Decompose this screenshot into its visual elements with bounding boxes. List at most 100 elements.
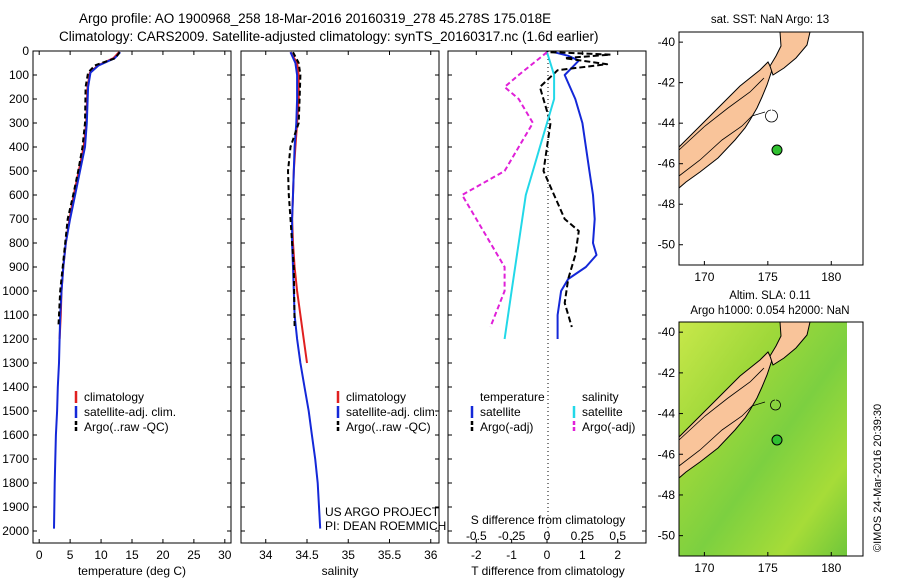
lat-tick-label: -42 bbox=[658, 366, 676, 380]
lat-tick-label: -44 bbox=[658, 407, 676, 421]
south-island-land bbox=[678, 351, 773, 480]
depth-tick-label: 1200 bbox=[2, 332, 29, 346]
shelf-contour bbox=[678, 77, 778, 177]
x-tick-label: 35.5 bbox=[378, 548, 402, 562]
lat-tick-label: -40 bbox=[658, 325, 676, 339]
depth-tick-label: 800 bbox=[9, 236, 29, 250]
lon-tick-label: 175 bbox=[758, 561, 778, 575]
lat-tick-label: -42 bbox=[658, 76, 676, 90]
temperature-axes-frame bbox=[32, 50, 232, 544]
difference-profile-panel: -2 -1 0 1 2 S difference from climatology -0… bbox=[447, 50, 647, 578]
lon-tick-label: 170 bbox=[694, 270, 714, 284]
x-tick-label: 15 bbox=[125, 548, 139, 562]
depth-tick-label: 1400 bbox=[2, 380, 29, 394]
depth-tick-label: 300 bbox=[9, 116, 29, 130]
salinity-xlabel: salinity bbox=[322, 564, 359, 578]
x-tick-label: -1 bbox=[506, 548, 517, 562]
temperature-xlabel: temperature (deg C) bbox=[78, 564, 186, 578]
depth-tick-label: 1700 bbox=[2, 452, 29, 466]
legend-label-s-satellite: satellite bbox=[582, 405, 623, 419]
s-diff-tick-label: 0 bbox=[544, 529, 551, 543]
legend-label-t-satellite: satellite bbox=[480, 405, 521, 419]
s-difference-label: S difference from climatology bbox=[471, 513, 626, 527]
lat-tick-label: -46 bbox=[658, 447, 676, 461]
depth-tick-label: 1000 bbox=[2, 284, 29, 298]
depth-tick-label: 900 bbox=[9, 260, 29, 274]
series-line-satellite bbox=[503, 51, 556, 340]
legend-label-satellite: satellite-adj. clim. bbox=[84, 405, 176, 419]
north-island-land bbox=[769, 31, 811, 76]
depth-tick-label: 500 bbox=[9, 164, 29, 178]
x-tick-label: 5 bbox=[67, 548, 74, 562]
salinity-axes-frame bbox=[240, 50, 440, 544]
argo-float-marker bbox=[771, 144, 783, 156]
lon-tick-label: 170 bbox=[694, 561, 714, 575]
difference-legend: temperature salinity satellite Argo(-adj… bbox=[470, 390, 635, 434]
legend-label-climatology: climatology bbox=[346, 390, 406, 404]
x-tick-label: -2 bbox=[471, 548, 482, 562]
depth-tick-label: 1800 bbox=[2, 476, 29, 490]
south-island-land bbox=[678, 61, 773, 190]
legend-label-climatology: climatology bbox=[84, 390, 144, 404]
lat-tick-label: -44 bbox=[658, 116, 676, 130]
argo-float-marker bbox=[771, 434, 783, 446]
lat-tick-label: -48 bbox=[658, 197, 676, 211]
lon-tick-label: 180 bbox=[821, 561, 841, 575]
lat-tick-label: -50 bbox=[658, 238, 676, 252]
series-line-argo-adj- bbox=[538, 51, 612, 328]
lon-tick-label: 175 bbox=[758, 270, 778, 284]
temperature-legend: climatology satellite-adj. clim. Argo(..… bbox=[74, 390, 176, 434]
t-difference-label: T difference from climatology bbox=[471, 564, 625, 578]
legend-label-satellite: satellite-adj. clim. bbox=[346, 405, 438, 419]
shelf-contour bbox=[678, 367, 781, 467]
sst-map-title: sat. SST: NaN Argo: 13 bbox=[710, 14, 830, 26]
s-diff-tick-label: -0.25 bbox=[498, 529, 526, 543]
depth-tick-label: 1300 bbox=[2, 356, 29, 370]
x-tick-label: 20 bbox=[156, 548, 170, 562]
lat-tick-label: -48 bbox=[658, 488, 676, 502]
depth-tick-label: 700 bbox=[9, 212, 29, 226]
series-line-satellite bbox=[553, 51, 598, 339]
depth-tick-label: 100 bbox=[9, 68, 29, 82]
sla-map-title-line2: Argo h1000: 0.054 h2000: NaN bbox=[690, 305, 850, 317]
salinity-profile-panel: 34 34.5 35 35.5 36 salinity climatology sate… bbox=[240, 50, 446, 578]
depth-tick-label: 600 bbox=[9, 188, 29, 202]
x-tick-label: 34.5 bbox=[295, 548, 319, 562]
figure-title-line1: Argo profile: AO 1900968_258 18-Mar-2016… bbox=[79, 11, 552, 26]
x-tick-label: 2 bbox=[614, 548, 621, 562]
temperature-profile-panel: 0100200300400500600700800900100011001200… bbox=[2, 44, 646, 578]
series-line-argo-adj- bbox=[461, 51, 548, 328]
sla-map: 170 175 180 -40 -42 -44 -46 -48 -50 bbox=[658, 321, 864, 575]
depth-tick-label: 1600 bbox=[2, 428, 29, 442]
sla-map-frame bbox=[678, 321, 864, 557]
s-diff-tick-label: 0.5 bbox=[609, 529, 626, 543]
lat-tick-label: -46 bbox=[658, 157, 676, 171]
depth-tick-label: 0 bbox=[22, 44, 29, 58]
s-diff-tick-label: -0.5 bbox=[466, 529, 487, 543]
lat-tick-label: -40 bbox=[658, 35, 676, 49]
sla-field-outside bbox=[847, 322, 863, 556]
x-tick-label: 1 bbox=[579, 548, 586, 562]
lon-tick-label: 180 bbox=[821, 270, 841, 284]
depth-tick-label: 200 bbox=[9, 92, 29, 106]
sla-map-title-line1: Altim. SLA: 0.11 bbox=[729, 290, 811, 302]
legend-label-argo: Argo(..raw -QC) bbox=[346, 420, 431, 434]
depth-tick-label: 2000 bbox=[2, 524, 29, 538]
depth-tick-label: 1100 bbox=[3, 308, 29, 322]
legend-label-t-argo: Argo(-adj) bbox=[480, 420, 533, 434]
x-tick-label: 34 bbox=[259, 548, 273, 562]
figure-title-line2: Climatology: CARS2009. Satellite-adjuste… bbox=[59, 29, 599, 44]
legend-header-temperature: temperature bbox=[480, 390, 545, 404]
x-tick-label: 0 bbox=[544, 548, 551, 562]
x-tick-label: 36 bbox=[424, 548, 438, 562]
x-tick-label: 25 bbox=[187, 548, 201, 562]
x-tick-label: 30 bbox=[218, 548, 232, 562]
series-line-satellite-adj-clim- bbox=[53, 51, 121, 529]
x-tick-label: 35 bbox=[342, 548, 356, 562]
salinity-legend: climatology satellite-adj. clim. Argo(..… bbox=[336, 390, 438, 434]
s-diff-tick-label: 0.25 bbox=[571, 529, 595, 543]
project-label: US ARGO PROJECT bbox=[325, 505, 440, 519]
legend-label-argo: Argo(..raw -QC) bbox=[84, 420, 169, 434]
north-island-land bbox=[769, 321, 811, 366]
